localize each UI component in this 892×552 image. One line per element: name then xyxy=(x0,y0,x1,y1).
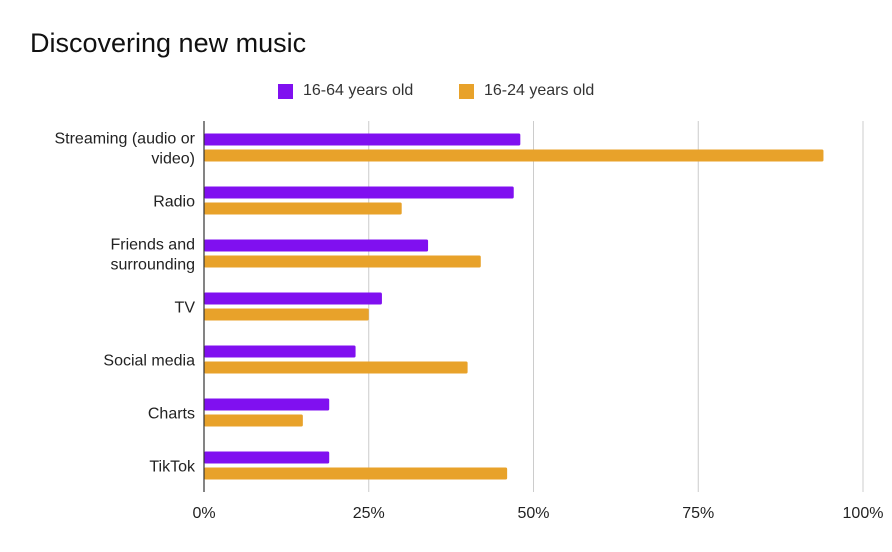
x-tick-label: 100% xyxy=(843,505,884,522)
category-label: TikTok xyxy=(149,459,196,476)
bar-16-24 xyxy=(204,467,508,480)
bar-16-64 xyxy=(204,345,356,358)
bar-16-64 xyxy=(204,451,330,464)
x-tick-label: 25% xyxy=(353,505,385,522)
category-label: Radio xyxy=(153,194,195,211)
bar-16-24 xyxy=(204,202,402,215)
bar-16-64 xyxy=(204,398,330,411)
legend-swatch-16-64 xyxy=(278,83,293,99)
category-label: Friends and surrounding xyxy=(111,237,196,274)
category-label: TV xyxy=(175,300,196,317)
bar-16-24 xyxy=(204,361,468,374)
category-label: Streaming (audio or video) xyxy=(54,131,195,168)
legend-item-16-64: 16-64 years old xyxy=(278,80,413,102)
bar-16-24 xyxy=(204,149,824,162)
legend-swatch-16-24 xyxy=(459,83,474,99)
bar-16-24 xyxy=(204,255,481,268)
legend-label-16-24: 16-24 years old xyxy=(484,82,595,99)
x-tick-label: 50% xyxy=(517,505,549,522)
legend-label-16-64: 16-64 years old xyxy=(303,82,414,99)
x-tick-label: 75% xyxy=(682,505,714,522)
category-label: Social media xyxy=(103,353,195,370)
legend: 16-64 years old 16-24 years old xyxy=(0,80,892,102)
bar-16-64 xyxy=(204,133,521,146)
bar-16-64 xyxy=(204,239,429,252)
bar-16-24 xyxy=(204,308,369,321)
chart-title: Discovering new music xyxy=(30,28,307,58)
legend-item-16-24: 16-24 years old xyxy=(459,80,594,102)
bar-16-64 xyxy=(204,292,382,305)
bar-16-24 xyxy=(204,414,303,427)
x-tick-label: 0% xyxy=(192,505,215,522)
category-label: Charts xyxy=(148,406,195,423)
bar-16-64 xyxy=(204,186,514,199)
